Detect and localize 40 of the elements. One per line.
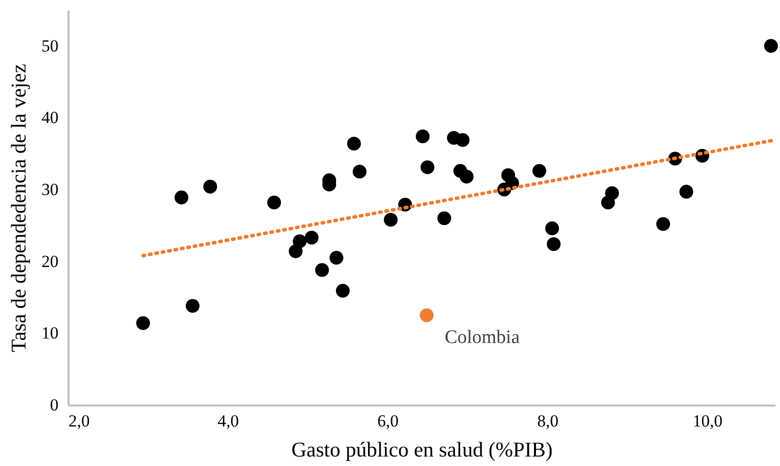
point (315, 263, 329, 277)
y-tick-label: 40 (42, 108, 58, 128)
point (545, 221, 560, 236)
x-axis-title: Gasto público en salud (%PIB) (291, 438, 553, 462)
y-axis-title: Tasa de dependedencia de la vejez (6, 64, 30, 352)
series-label: Colombia (444, 327, 520, 348)
point (420, 308, 434, 322)
point (656, 217, 670, 231)
x-tick-label: 10,0 (692, 412, 722, 430)
point (420, 160, 434, 174)
y-tick-label: 20 (42, 252, 58, 271)
y-tick-label: 30 (42, 180, 58, 200)
point (384, 212, 398, 227)
point (304, 230, 319, 245)
point (347, 136, 361, 150)
point (437, 211, 452, 226)
point (336, 284, 350, 298)
point (460, 170, 474, 184)
x-tick-label: 8,0 (537, 412, 558, 430)
x-tick-label: 2,0 (68, 412, 90, 430)
point (292, 234, 307, 248)
y-tick-label: 50 (42, 36, 58, 56)
point (416, 130, 430, 144)
point (330, 250, 344, 265)
y-tick-label: 0 (50, 396, 58, 414)
point (203, 180, 218, 194)
x-tick-label: 4,0 (218, 412, 239, 430)
x-tick-label: 6,0 (377, 412, 399, 430)
point (186, 299, 200, 313)
point (605, 186, 619, 200)
point (456, 133, 470, 147)
point (136, 316, 150, 330)
point (267, 196, 281, 210)
point (764, 39, 778, 53)
y-tick-label: 10 (42, 324, 58, 343)
point (679, 184, 694, 199)
point (352, 164, 366, 178)
point (546, 237, 561, 252)
point (174, 190, 188, 204)
point (532, 164, 546, 178)
